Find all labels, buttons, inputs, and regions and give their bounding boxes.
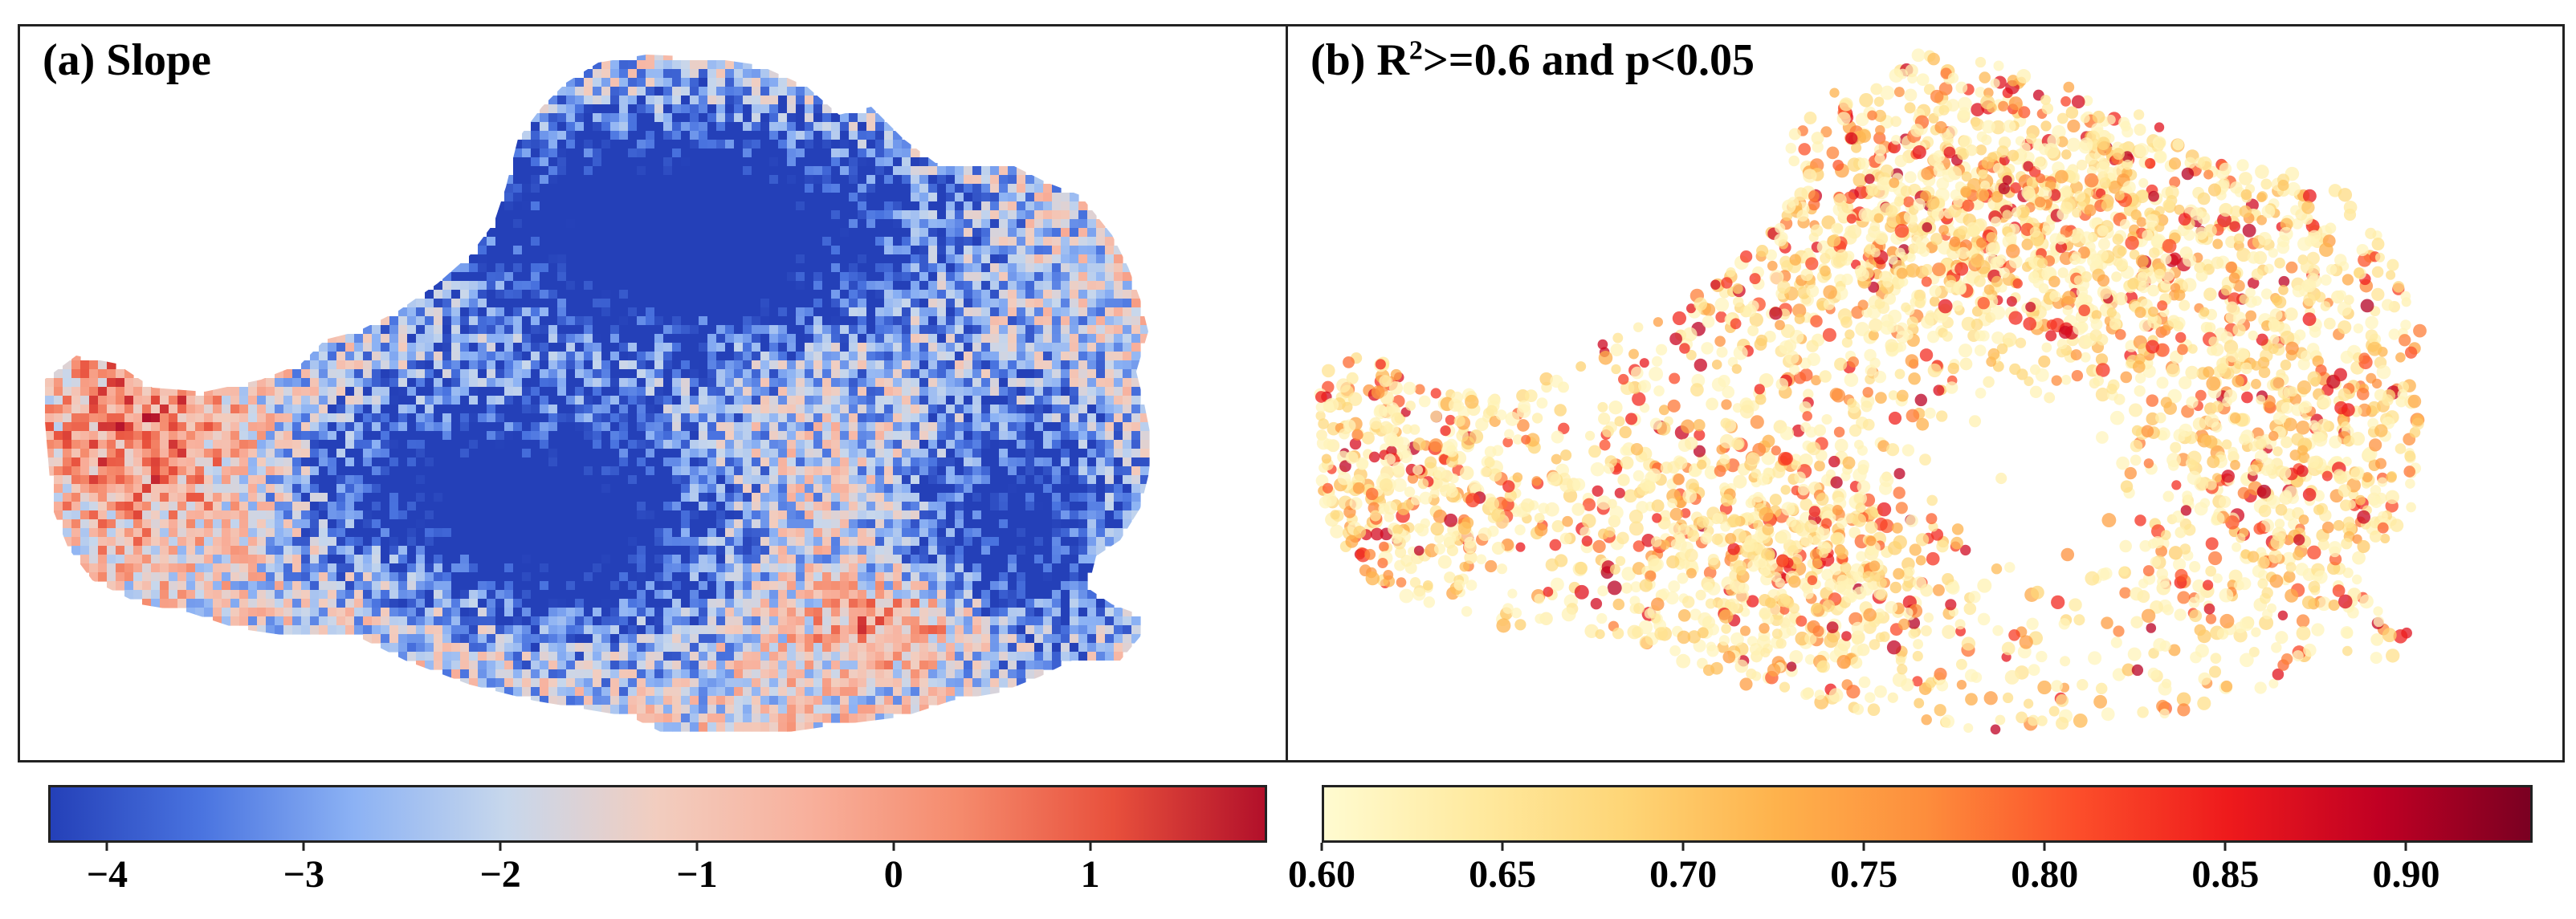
colorbar-tick-mark (1681, 843, 1685, 851)
r2-tick-label: 0.85 (2191, 853, 2260, 896)
r2-tick-label: 0.60 (1288, 853, 1355, 896)
r2-tick-label: 0.80 (2011, 853, 2079, 896)
slope-tick-label: −1 (676, 853, 718, 896)
colorbar-tick-mark (892, 843, 895, 851)
colorbar-tick-mark (302, 843, 305, 851)
r2-colorbar (1322, 785, 2533, 843)
slope-tick-label: −3 (283, 853, 324, 896)
colorbar-tick-mark (1501, 843, 1504, 851)
colorbar-tick-mark (1320, 843, 1323, 851)
colorbar-tick-mark (2223, 843, 2227, 851)
panel-b-title-main: (b) R (1310, 35, 1409, 85)
colorbar-tick-mark (2043, 843, 2046, 851)
r2-tick-label: 0.90 (2372, 853, 2440, 896)
colorbar-tick-mark (695, 843, 699, 851)
r2-points-canvas (1314, 48, 2427, 735)
r2-tick-label: 0.70 (1649, 853, 1718, 896)
slope-tick-label: 1 (1080, 853, 1100, 896)
colorbar-tick-mark (1089, 843, 1092, 851)
panel-a-title: (a) Slope (43, 35, 211, 85)
r2-tick-label: 0.75 (1830, 853, 1898, 896)
panel-b-title-superscript: 2 (1408, 35, 1423, 66)
slope-raster (45, 55, 1150, 732)
slope-tick-label: −4 (86, 853, 128, 896)
colorbar-tick-mark (1862, 843, 1865, 851)
slope-map-canvas (45, 55, 1150, 732)
r2-points (1314, 48, 2427, 735)
colorbar-tick-mark (105, 843, 108, 851)
colorbar-tick-mark (2404, 843, 2407, 851)
panel-b-title-rest: >=0.6 and p<0.05 (1422, 35, 1755, 85)
panel-a-slope-map: (a) Slope (18, 24, 1288, 762)
slope-colorbar (48, 785, 1267, 843)
r2-tick-label: 0.65 (1469, 853, 1537, 896)
panel-b-r2-map: (b) R2>=0.6 and p<0.05 (1286, 24, 2565, 762)
slope-tick-label: −2 (479, 853, 521, 896)
panel-b-title: (b) R2>=0.6 and p<0.05 (1310, 35, 1755, 86)
slope-tick-label: 0 (883, 853, 903, 896)
colorbar-tick-mark (499, 843, 502, 851)
